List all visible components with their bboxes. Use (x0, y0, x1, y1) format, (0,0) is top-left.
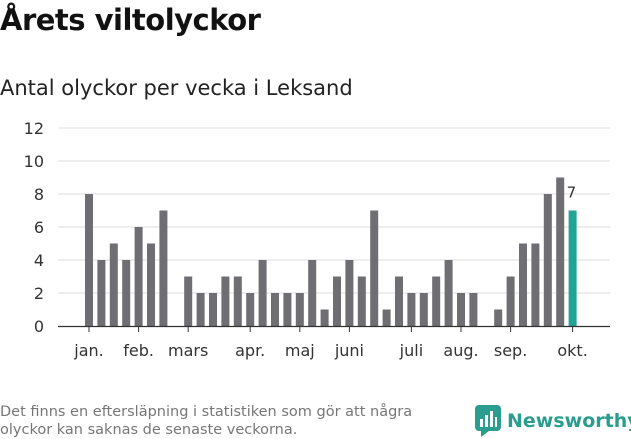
x-tick-label: jan. (73, 341, 103, 360)
bar (519, 243, 527, 326)
x-tick-label: sep. (494, 341, 527, 360)
bar (345, 260, 354, 326)
bar (283, 293, 292, 326)
bar (196, 293, 205, 326)
bar (444, 260, 453, 326)
x-tick-label: apr. (235, 341, 265, 360)
bar (233, 276, 242, 326)
bar (209, 293, 217, 326)
x-tick-label: mars (168, 341, 208, 360)
y-tick-label: 4 (34, 251, 44, 270)
y-tick-label: 10 (24, 152, 44, 171)
bar (457, 293, 465, 326)
chart-title: Årets viltolyckor (0, 3, 261, 37)
bar-chart: 0 2 4 6 8 10 12 jan. feb. mars apr. maj juni juli aug… (24, 119, 610, 360)
bar (419, 293, 428, 326)
bar (469, 293, 478, 326)
x-tick-label: aug. (443, 341, 478, 360)
bar (258, 260, 267, 326)
bar (122, 260, 131, 326)
bar (494, 309, 503, 326)
y-tick-label: 0 (34, 317, 44, 336)
bar (97, 260, 106, 326)
footnote: Det finns en eftersläpning i statistiken… (0, 404, 413, 438)
bar (184, 276, 193, 326)
brand-name: Newsworthy (507, 410, 631, 432)
chart-subtitle: Antal olyckor per vecka i Leksand (0, 76, 353, 100)
bar (407, 293, 416, 326)
bar (320, 309, 329, 326)
x-tick-label: juli (399, 341, 423, 360)
x-tick-label: juni (334, 341, 364, 360)
highlight-value-label: 7 (567, 184, 577, 202)
bar (357, 276, 366, 326)
newsworthy-icon (475, 405, 501, 437)
x-tick-label: maj (285, 341, 315, 360)
bar (246, 293, 255, 326)
brand-logo: Newsworthy (475, 404, 631, 438)
bar (432, 276, 441, 326)
x-axis: jan. feb. mars apr. maj juni juli aug. sep. okt. (58, 325, 610, 360)
bar (159, 210, 168, 326)
y-tick-label: 12 (24, 119, 44, 138)
y-axis-ticks: 0 2 4 6 8 10 12 (24, 119, 44, 336)
bar (109, 243, 118, 326)
bars (85, 177, 577, 326)
bar (506, 276, 515, 326)
bar (308, 260, 317, 326)
bar (295, 293, 304, 326)
y-tick-label: 6 (34, 218, 44, 237)
bar (543, 194, 552, 326)
y-tick-label: 8 (34, 185, 44, 204)
bar (382, 309, 391, 326)
y-tick-label: 2 (34, 284, 44, 303)
bar (395, 276, 403, 326)
bar (531, 243, 540, 326)
data-labels: 7 (567, 184, 577, 202)
bar (556, 177, 565, 326)
bar (147, 243, 155, 326)
highlighted-bar (568, 210, 577, 326)
bar (134, 227, 143, 326)
bar (85, 194, 93, 326)
bar (271, 293, 279, 326)
x-tick-label: okt. (557, 341, 587, 360)
x-tick-label: feb. (123, 341, 154, 360)
bar (333, 276, 341, 326)
bar (221, 276, 230, 326)
bar (370, 210, 379, 326)
